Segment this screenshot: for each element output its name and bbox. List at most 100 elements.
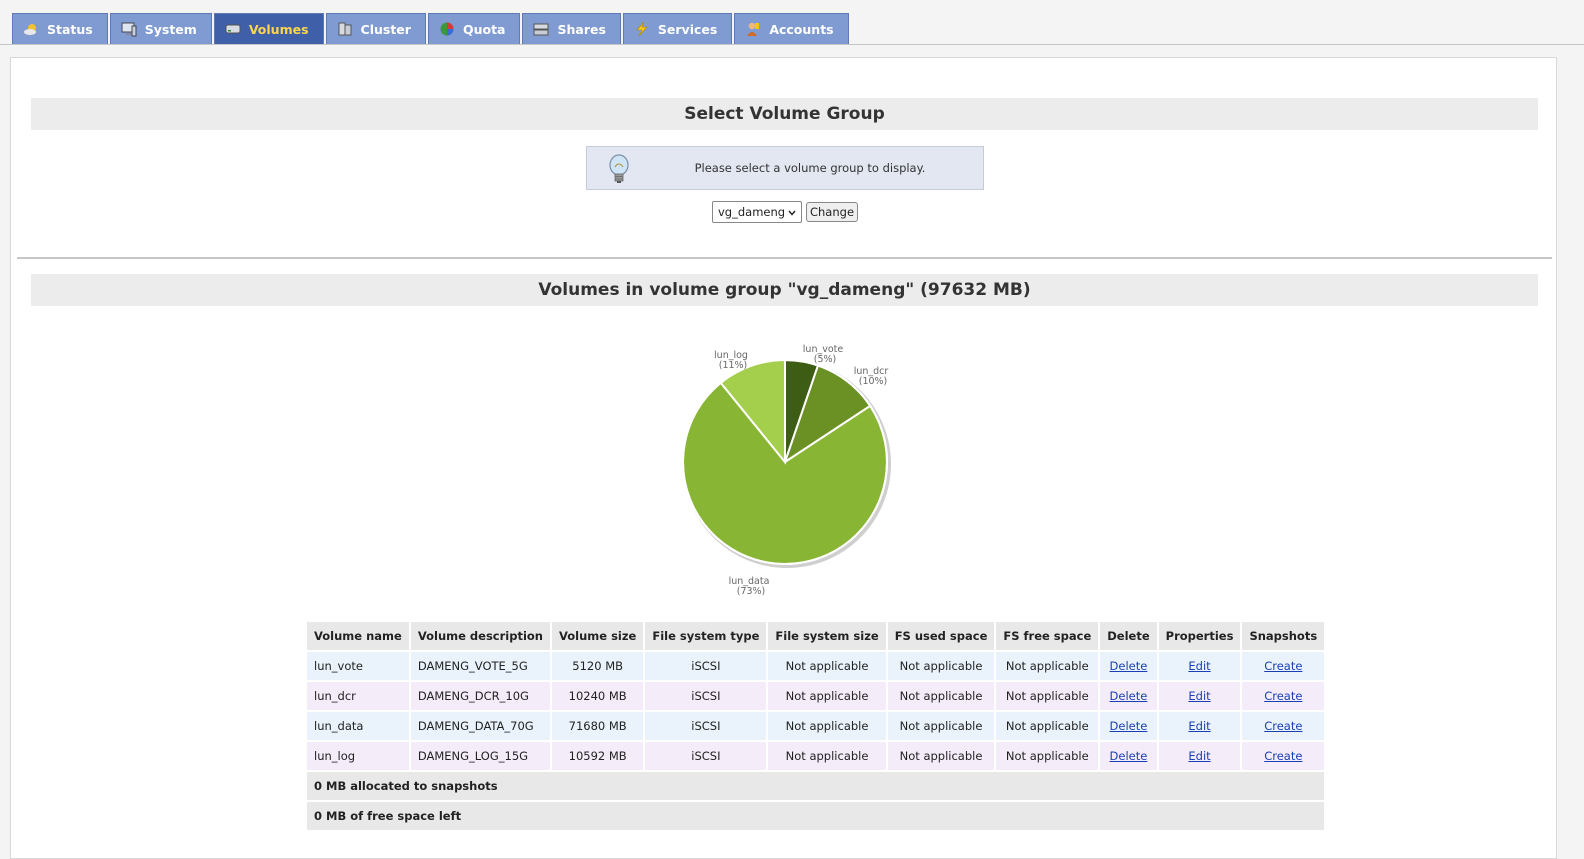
cell-snapshots: Create [1242,742,1325,770]
cluster-icon [337,21,353,37]
table-summary-row: 0 MB allocated to snapshots [307,772,1325,800]
volume-pie-chart: lun_vote(5%) lun_dcr(10%) lun_data(73%) lun… [682,344,891,597]
cell-fs-used: Not applicable [887,652,995,680]
delete-link[interactable]: Delete [1109,659,1148,673]
volume-group-select[interactable]: vg_dameng [712,201,802,223]
tab-quota[interactable]: Quota [427,13,521,44]
table-row: lun_vote DAMENG_VOTE_5G 5120 MB iSCSI No… [307,652,1325,680]
pie-slice-label: lun_vote [803,344,844,355]
cell-snapshots: Create [1242,652,1325,680]
delete-link[interactable]: Delete [1109,719,1148,733]
cell-volume-size: 10592 MB [551,742,644,770]
tab-label: Services [657,21,718,37]
cell-delete: Delete [1100,682,1157,710]
pie-percent-label: (73%) [737,586,766,597]
main-panel: Select Volume Group Please select a volu… [10,57,1557,859]
cell-fs-used: Not applicable [887,712,995,740]
create-snapshot-link[interactable]: Create [1264,719,1303,733]
tab-label: Volumes [248,21,309,37]
services-icon [634,21,650,37]
volumes-table: Volume name Volume description Volume si… [305,620,1326,832]
edit-link[interactable]: Edit [1188,689,1211,703]
pie-percent-label: (5%) [814,354,836,365]
pie-slice-label: lun_log [714,350,748,361]
select-volume-group-title: Select Volume Group [31,98,1538,130]
col-volume-name: Volume name [307,622,409,650]
table-row: lun_data DAMENG_DATA_70G 71680 MB iSCSI … [307,712,1325,740]
volumes-title: Volumes in volume group "vg_dameng" (976… [31,274,1538,306]
edit-link[interactable]: Edit [1188,719,1211,733]
cell-fs-size: Not applicable [768,682,886,710]
tab-label: System [144,21,197,37]
table-row: lun_dcr DAMENG_DCR_10G 10240 MB iSCSI No… [307,682,1325,710]
cell-volume-name: lun_data [307,712,409,740]
cell-properties: Edit [1158,712,1241,740]
main-nav: Status System Volumes Cluster Quota Shar… [12,13,851,45]
cell-volume-description: DAMENG_VOTE_5G [410,652,550,680]
cell-fs-free: Not applicable [996,712,1099,740]
nav-divider [0,44,1584,45]
table-header-row: Volume name Volume description Volume si… [307,622,1325,650]
snapshot-allocation-summary: 0 MB allocated to snapshots [307,772,1325,800]
create-snapshot-link[interactable]: Create [1264,689,1303,703]
cell-volume-name: lun_log [307,742,409,770]
tab-label: Status [47,21,93,37]
create-snapshot-link[interactable]: Create [1264,659,1303,673]
cell-volume-name: lun_vote [307,652,409,680]
cell-volume-description: DAMENG_DCR_10G [410,682,550,710]
tab-label: Accounts [769,21,834,37]
cell-fs-free: Not applicable [996,742,1099,770]
cell-fs-used: Not applicable [887,742,995,770]
tab-cluster[interactable]: Cluster [325,13,426,44]
lightbulb-icon [607,153,631,188]
cell-snapshots: Create [1242,712,1325,740]
cell-fs-type: iSCSI [645,682,767,710]
tab-label: Quota [462,21,506,37]
pie-slice-label: lun_data [729,576,770,587]
cell-fs-type: iSCSI [645,742,767,770]
quota-icon [439,21,455,37]
pie-outline [682,359,888,565]
cell-fs-type: iSCSI [645,652,767,680]
tab-shares[interactable]: Shares [522,13,621,44]
delete-link[interactable]: Delete [1109,689,1148,703]
accounts-icon [745,21,761,37]
col-fs-size: File system size [768,622,886,650]
col-snapshots: Snapshots [1242,622,1325,650]
cell-fs-used: Not applicable [887,682,995,710]
tab-accounts[interactable]: Accounts [734,13,849,44]
cell-volume-description: DAMENG_LOG_15G [410,742,550,770]
volume-group-selected: vg_dameng [718,205,786,219]
create-snapshot-link[interactable]: Create [1264,749,1303,763]
col-fs-free: FS free space [996,622,1099,650]
change-button[interactable]: Change [806,202,858,222]
tab-system[interactable]: System [109,13,212,44]
status-icon [23,21,39,37]
cell-delete: Delete [1100,712,1157,740]
cell-volume-size: 71680 MB [551,712,644,740]
tab-services[interactable]: Services [622,13,733,44]
cell-fs-type: iSCSI [645,712,767,740]
cell-volume-size: 10240 MB [551,682,644,710]
cell-fs-size: Not applicable [768,742,886,770]
info-message: Please select a volume group to display. [694,161,926,175]
cell-volume-description: DAMENG_DATA_70G [410,712,550,740]
chevron-down-icon [788,207,796,221]
tab-status[interactable]: Status [12,13,108,44]
cell-properties: Edit [1158,652,1241,680]
col-properties: Properties [1158,622,1241,650]
pie-percent-label: (10%) [859,376,888,387]
delete-link[interactable]: Delete [1109,749,1148,763]
cell-fs-free: Not applicable [996,652,1099,680]
cell-fs-size: Not applicable [768,712,886,740]
tab-volumes[interactable]: Volumes [213,13,324,44]
col-fs-used: FS used space [887,622,995,650]
pie-percent-label: (11%) [719,360,748,371]
edit-link[interactable]: Edit [1188,659,1211,673]
volumes-icon [225,21,241,37]
cell-delete: Delete [1100,742,1157,770]
cell-volume-size: 5120 MB [551,652,644,680]
free-space-summary: 0 MB of free space left [307,802,1325,830]
col-delete: Delete [1100,622,1157,650]
edit-link[interactable]: Edit [1188,749,1211,763]
